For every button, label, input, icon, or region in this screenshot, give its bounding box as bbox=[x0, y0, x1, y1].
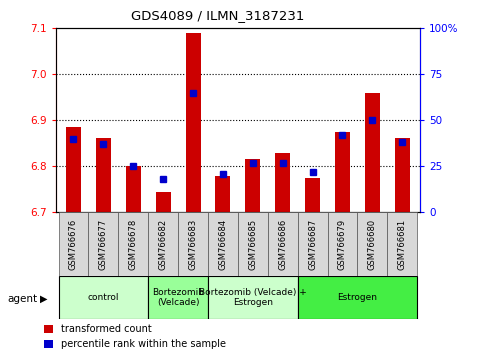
Text: agent: agent bbox=[7, 294, 37, 304]
Bar bbox=[365, 93, 380, 212]
Text: GSM766683: GSM766683 bbox=[188, 219, 198, 270]
Bar bbox=[335, 132, 350, 212]
Bar bbox=[215, 176, 230, 212]
Text: Bortezomib (Velcade) +
Estrogen: Bortezomib (Velcade) + Estrogen bbox=[199, 288, 307, 307]
Bar bbox=[96, 138, 111, 212]
Bar bbox=[275, 153, 290, 212]
Text: control: control bbox=[87, 293, 119, 302]
Bar bbox=[66, 127, 81, 212]
Text: GSM766682: GSM766682 bbox=[158, 219, 168, 270]
Legend: transformed count, percentile rank within the sample: transformed count, percentile rank withi… bbox=[43, 324, 226, 349]
Text: GSM766680: GSM766680 bbox=[368, 219, 377, 270]
Text: GSM766686: GSM766686 bbox=[278, 219, 287, 270]
Bar bbox=[298, 276, 417, 319]
Bar bbox=[126, 166, 141, 212]
Bar bbox=[58, 212, 88, 276]
Bar bbox=[58, 276, 148, 319]
Text: GSM766678: GSM766678 bbox=[129, 219, 138, 270]
Text: GSM766687: GSM766687 bbox=[308, 219, 317, 270]
Bar bbox=[298, 212, 327, 276]
Bar bbox=[208, 212, 238, 276]
Bar bbox=[88, 212, 118, 276]
Bar bbox=[395, 138, 410, 212]
Text: ▶: ▶ bbox=[40, 294, 47, 304]
Bar bbox=[245, 159, 260, 212]
Text: GSM766676: GSM766676 bbox=[69, 219, 78, 270]
Text: GSM766684: GSM766684 bbox=[218, 219, 227, 270]
Text: GSM766679: GSM766679 bbox=[338, 219, 347, 270]
Text: GSM766685: GSM766685 bbox=[248, 219, 257, 270]
Bar bbox=[185, 33, 200, 212]
Text: GSM766681: GSM766681 bbox=[398, 219, 407, 270]
Bar bbox=[156, 192, 170, 212]
Text: Bortezomib
(Velcade): Bortezomib (Velcade) bbox=[152, 288, 204, 307]
Bar bbox=[238, 212, 268, 276]
Bar bbox=[305, 178, 320, 212]
Bar bbox=[357, 212, 387, 276]
Bar bbox=[327, 212, 357, 276]
Bar bbox=[268, 212, 298, 276]
Bar bbox=[148, 276, 208, 319]
Text: GSM766677: GSM766677 bbox=[99, 219, 108, 270]
Text: Estrogen: Estrogen bbox=[338, 293, 377, 302]
Text: GDS4089 / ILMN_3187231: GDS4089 / ILMN_3187231 bbox=[131, 9, 304, 22]
Bar bbox=[387, 212, 417, 276]
Bar bbox=[178, 212, 208, 276]
Bar bbox=[148, 212, 178, 276]
Bar bbox=[208, 276, 298, 319]
Bar bbox=[118, 212, 148, 276]
